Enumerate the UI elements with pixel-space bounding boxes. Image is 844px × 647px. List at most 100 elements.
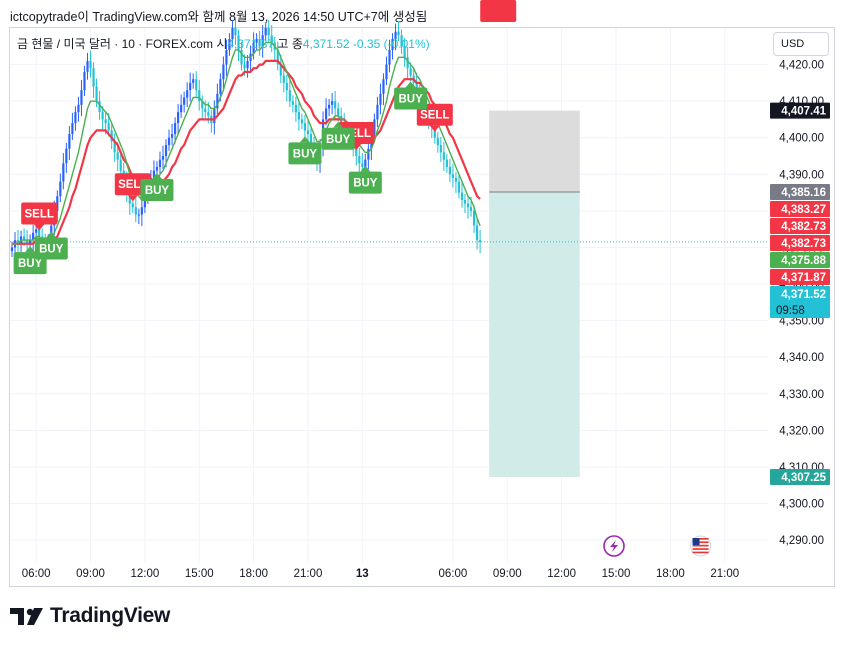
y-tick-label: 4,330.00: [779, 389, 824, 401]
candle: [131, 203, 134, 208]
candle: [137, 214, 140, 216]
sell-signal-label: SELL: [118, 179, 147, 191]
candle: [201, 101, 204, 109]
x-tick-label: 21:00: [294, 568, 323, 580]
candle: [89, 60, 92, 69]
candle: [454, 177, 458, 182]
close-value: 4,371.52: [302, 37, 350, 51]
y-tick-label: 4,290.00: [779, 535, 824, 547]
flag-stripe: [692, 541, 709, 544]
buy-signal-pointer: [333, 121, 344, 128]
candle: [80, 90, 83, 105]
candle: [460, 192, 464, 200]
x-tick-label: 09:00: [76, 568, 105, 580]
candle: [155, 166, 159, 171]
candle: [282, 75, 285, 83]
candle: [173, 123, 177, 135]
countdown-label: 09:58: [776, 305, 805, 317]
tradingview-logo[interactable]: TradingView: [10, 604, 170, 628]
candle: [213, 108, 216, 124]
candle: [303, 123, 307, 131]
price-label-text: 4,382.73: [781, 221, 826, 233]
stop-loss-zone: [489, 110, 580, 193]
candle: [397, 31, 400, 36]
y-tick-label: 4,390.00: [779, 169, 824, 181]
candle: [291, 101, 294, 105]
high-label: 고: [277, 37, 289, 51]
candle: [216, 93, 219, 109]
candle: [68, 134, 71, 149]
buy-signal: [140, 178, 174, 201]
candle: [167, 137, 171, 146]
candle: [32, 232, 35, 241]
buy-signal-pointer: [360, 165, 371, 172]
candle: [86, 60, 89, 72]
tradingview-wordmark: TradingView: [50, 604, 171, 627]
flag-canton: [692, 538, 700, 545]
candle: [270, 35, 273, 43]
open-value: 4,371.87: [227, 37, 275, 51]
candle: [448, 166, 451, 175]
buy-signal: [348, 171, 382, 194]
candle: [288, 90, 291, 102]
price-label: [770, 252, 830, 269]
ema-slow-line: [12, 59, 481, 245]
flag-stripe: [692, 551, 709, 554]
candle: [406, 57, 409, 69]
candle: [56, 196, 59, 211]
y-tick-label: 4,350.00: [779, 316, 824, 328]
candle: [300, 119, 304, 124]
candle: [451, 174, 455, 178]
candle: [228, 38, 231, 50]
candle: [71, 123, 74, 135]
buy-signal-pointer: [25, 246, 36, 253]
candle: [331, 101, 334, 105]
buy-signal-label: BUY: [353, 178, 378, 190]
buy-signal-pointer: [405, 81, 416, 88]
buy-signal: [394, 87, 428, 110]
candle: [294, 104, 297, 113]
candle: [364, 159, 367, 167]
candle: [164, 145, 168, 157]
candle: [479, 240, 482, 242]
candle: [101, 112, 104, 120]
candle: [433, 126, 436, 138]
buy-signal-label: BUY: [293, 148, 318, 160]
candle: [376, 104, 379, 120]
candle: [379, 93, 382, 105]
x-tick-label: 06:00: [439, 568, 468, 580]
candle: [337, 108, 340, 116]
candle: [161, 156, 165, 160]
currency-button[interactable]: USD: [773, 32, 829, 56]
candle: [334, 101, 337, 109]
candle: [382, 79, 385, 94]
buy-signal: [321, 127, 355, 150]
sell-signal-label: SELL: [420, 110, 449, 122]
candle: [234, 28, 237, 36]
candle: [243, 64, 246, 69]
candle: [328, 104, 331, 109]
buy-signal-label: BUY: [398, 94, 423, 106]
candle: [92, 68, 95, 87]
candle: [276, 49, 279, 65]
candle: [16, 240, 20, 244]
buy-signal-label: BUY: [326, 134, 351, 146]
symbol-name: 금 현물 / 미국 달러 · 10 · FOREX.com: [17, 37, 213, 51]
candle: [355, 148, 358, 157]
candle: [469, 207, 473, 211]
candle: [445, 159, 448, 167]
candle: [177, 112, 180, 124]
candle: [225, 49, 228, 65]
candle: [134, 207, 137, 215]
change-value: -0.35 (-0.01%): [352, 37, 430, 51]
candle: [83, 71, 86, 91]
sell-signal-pointer: [127, 195, 138, 202]
candle: [116, 152, 119, 160]
price-label: [770, 468, 830, 485]
candle: [457, 181, 461, 193]
buy-signal: [288, 142, 322, 165]
price-label-text: 4,385.16: [781, 187, 826, 199]
x-tick-label: 18:00: [656, 568, 685, 580]
candle: [192, 79, 195, 83]
